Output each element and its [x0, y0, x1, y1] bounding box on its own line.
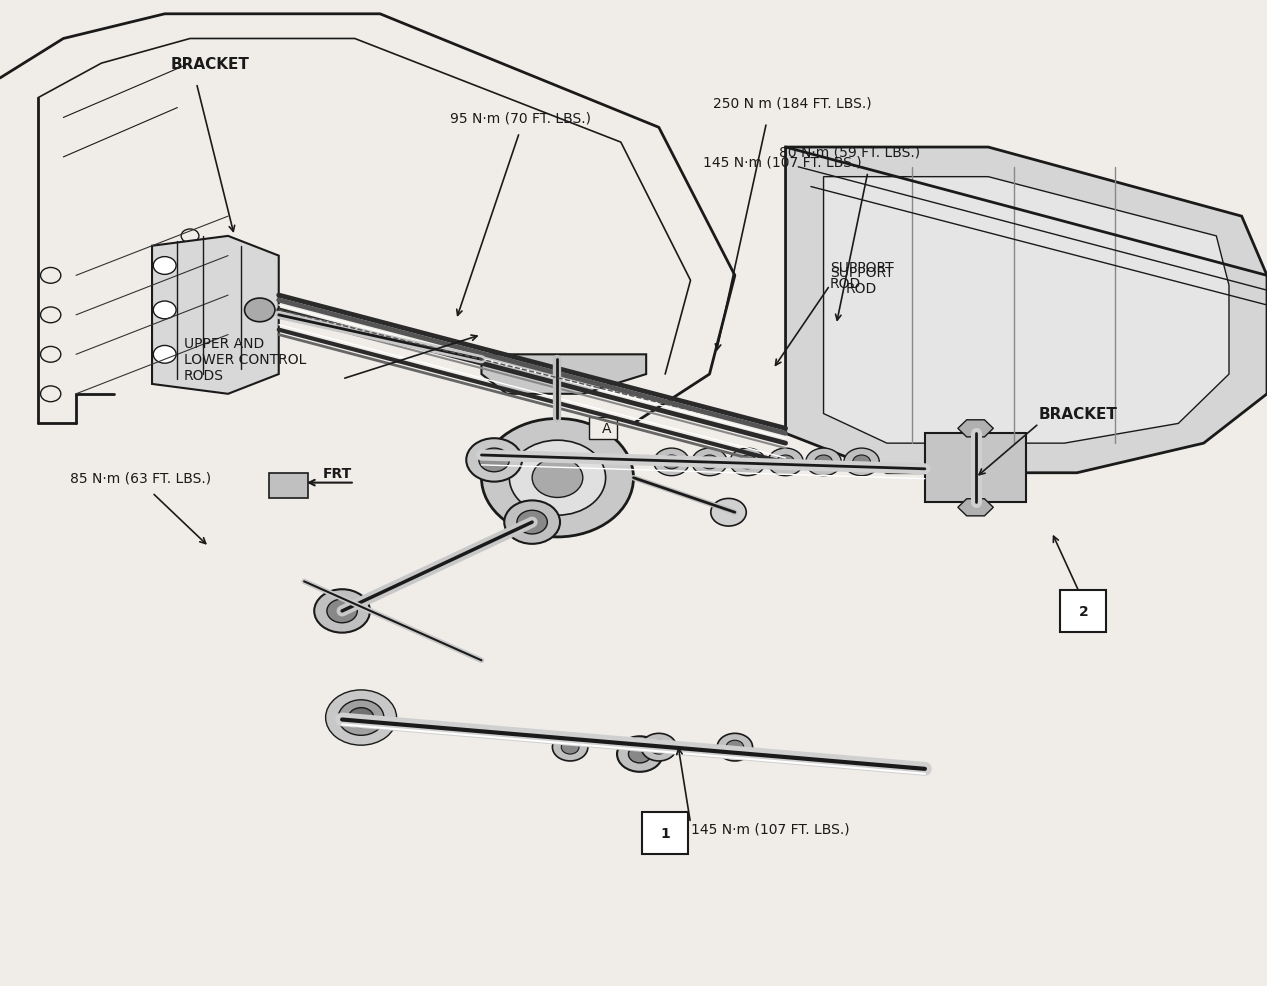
Circle shape	[768, 449, 803, 476]
Circle shape	[509, 441, 606, 516]
Circle shape	[479, 449, 509, 472]
Text: 145 N·m (107 FT. LBS.): 145 N·m (107 FT. LBS.)	[703, 156, 862, 170]
Circle shape	[327, 599, 357, 623]
Circle shape	[504, 501, 560, 544]
Polygon shape	[958, 420, 993, 438]
Circle shape	[153, 346, 176, 364]
Text: SUPPORT
ROD: SUPPORT ROD	[830, 266, 893, 296]
Circle shape	[650, 740, 668, 754]
Circle shape	[815, 456, 832, 469]
Circle shape	[617, 737, 663, 772]
Circle shape	[326, 690, 397, 745]
Text: BRACKET: BRACKET	[1039, 406, 1117, 422]
Text: 80 N·m (59 FT. LBS.): 80 N·m (59 FT. LBS.)	[779, 146, 920, 160]
Polygon shape	[824, 177, 1229, 444]
Circle shape	[692, 449, 727, 476]
Text: UPPER AND
LOWER CONTROL
RODS: UPPER AND LOWER CONTROL RODS	[184, 336, 307, 384]
Circle shape	[561, 740, 579, 754]
Circle shape	[153, 302, 176, 319]
FancyBboxPatch shape	[642, 812, 688, 854]
Circle shape	[739, 456, 756, 469]
Polygon shape	[958, 499, 993, 517]
FancyBboxPatch shape	[589, 418, 617, 440]
Circle shape	[806, 449, 841, 476]
Text: BRACKET: BRACKET	[171, 56, 250, 72]
Circle shape	[701, 456, 718, 469]
Circle shape	[628, 745, 651, 763]
Circle shape	[853, 456, 870, 469]
Text: FRT: FRT	[323, 466, 352, 480]
Text: A: A	[602, 422, 611, 436]
Circle shape	[711, 499, 746, 527]
Circle shape	[552, 734, 588, 761]
Circle shape	[641, 734, 677, 761]
Text: 1: 1	[660, 826, 670, 840]
Circle shape	[153, 257, 176, 275]
FancyBboxPatch shape	[269, 473, 308, 499]
Text: 95 N·m (70 FT. LBS.): 95 N·m (70 FT. LBS.)	[450, 111, 590, 125]
Circle shape	[654, 449, 689, 476]
Text: 145 N·m (107 FT. LBS.): 145 N·m (107 FT. LBS.)	[691, 821, 849, 835]
Circle shape	[338, 700, 384, 736]
Circle shape	[717, 734, 753, 761]
Text: 250 N m (184 FT. LBS.): 250 N m (184 FT. LBS.)	[713, 97, 872, 110]
Circle shape	[314, 590, 370, 633]
Circle shape	[844, 449, 879, 476]
Text: 2: 2	[1078, 604, 1088, 618]
Circle shape	[348, 708, 374, 728]
FancyBboxPatch shape	[925, 434, 1026, 503]
Text: 85 N·m (63 FT. LBS.): 85 N·m (63 FT. LBS.)	[70, 471, 210, 485]
Circle shape	[466, 439, 522, 482]
Circle shape	[481, 419, 634, 537]
Circle shape	[726, 740, 744, 754]
Circle shape	[532, 458, 583, 498]
Circle shape	[730, 449, 765, 476]
Polygon shape	[786, 148, 1267, 473]
Polygon shape	[152, 237, 279, 394]
Polygon shape	[481, 355, 646, 394]
Circle shape	[663, 456, 680, 469]
Circle shape	[517, 511, 547, 534]
Circle shape	[777, 456, 794, 469]
Circle shape	[245, 299, 275, 322]
FancyBboxPatch shape	[1060, 591, 1106, 632]
Text: SUPPORT
ROD: SUPPORT ROD	[830, 261, 893, 291]
